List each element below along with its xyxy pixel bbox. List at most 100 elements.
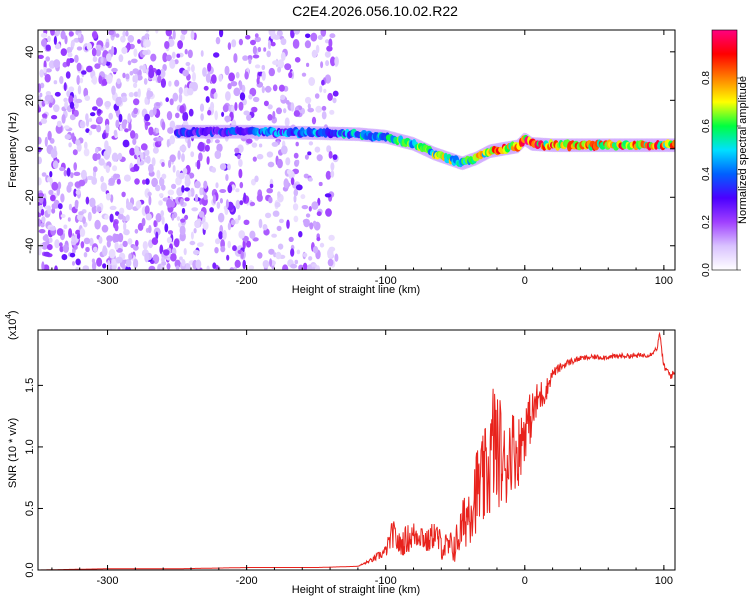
- spectrogram-noise-cell: [126, 202, 133, 211]
- spectrogram-noise-cell: [169, 154, 176, 163]
- spectrogram-noise-cell: [93, 166, 98, 173]
- spectrogram-noise-cell: [168, 159, 172, 169]
- spectrogram-noise-cell: [51, 181, 59, 191]
- spectrogram-noise-cell: [268, 196, 273, 204]
- spectrogram-noise-cell: [66, 46, 73, 54]
- spectrogram-noise-cell: [40, 32, 48, 38]
- spectrogram-noise-cell: [324, 51, 331, 58]
- spectrogram-noise-cell: [304, 96, 312, 104]
- spectrogram-noise-cell: [218, 212, 225, 223]
- spectrogram-noise-cell: [159, 176, 165, 187]
- spectrogram-noise-cell: [56, 30, 61, 36]
- spectrogram-noise-cell: [325, 208, 332, 217]
- spectrogram-noise-cell: [68, 31, 74, 37]
- spectrogram-noise-cell: [167, 127, 174, 134]
- spectrogram-noise-cell: [122, 30, 126, 37]
- spectrogram-noise-cell: [239, 200, 244, 206]
- spectrogram-noise-cell: [280, 145, 288, 155]
- spectrogram-noise-cell: [203, 180, 208, 189]
- spectrogram-noise-cell: [249, 201, 256, 207]
- spectrogram-noise-cell: [257, 46, 262, 53]
- y-tick-label: 40: [24, 46, 36, 58]
- spectrogram-noise-cell: [155, 127, 159, 134]
- spectrogram-noise-cell: [290, 248, 295, 257]
- spectrogram-noise-cell: [183, 248, 187, 256]
- spectrogram-noise-cell: [46, 244, 53, 251]
- spectrogram-noise-cell: [267, 114, 273, 121]
- spectrogram-noise-cell: [120, 35, 126, 43]
- spectrogram-noise-cell: [148, 195, 152, 206]
- spectrogram-noise-cell: [80, 121, 84, 126]
- spectrogram-noise-cell: [193, 228, 197, 234]
- spectrogram-noise-cell: [227, 240, 231, 249]
- spectrogram-noise-cell: [311, 49, 318, 59]
- colorbar-gradient: [712, 30, 737, 270]
- spectrogram-noise-cell: [239, 181, 244, 189]
- spectrogram-noise-cell: [137, 222, 144, 231]
- spectrogram-noise-cell: [180, 198, 184, 206]
- spectrogram-noise-cell: [78, 211, 84, 216]
- spectrogram-noise-cell: [258, 218, 263, 229]
- spectrogram-noise-cell: [186, 88, 194, 96]
- spectrogram-noise-cell: [57, 203, 63, 210]
- spectrogram-noise-cell: [94, 219, 101, 230]
- spectrogram-noise-cell: [328, 246, 336, 252]
- spectrogram-noise-cell: [285, 157, 291, 166]
- spectrogram-noise-cell: [294, 259, 299, 265]
- spectrogram-noise-cell: [64, 125, 70, 130]
- spectrogram-noise-cell: [180, 34, 186, 41]
- spectrogram-noise-cell: [246, 240, 251, 248]
- spectrogram-noise-cell: [174, 259, 181, 268]
- spectrogram-noise-cell: [161, 257, 165, 262]
- spectrogram-noise-cell: [172, 165, 176, 173]
- spectrogram-noise-cell: [134, 133, 139, 140]
- spectrogram-noise-cell: [82, 265, 90, 270]
- snr-panel: -300 -200 -100 0 100 0.0 0.5 1.0 1.5 Height of …: [4, 310, 676, 596]
- spectrogram-noise-cell: [246, 114, 252, 121]
- spectrogram-noise-cell: [162, 52, 168, 63]
- spectrogram-noise-cell: [207, 62, 212, 72]
- spectrogram-noise-cell: [248, 265, 255, 270]
- x-tick-label: -300: [97, 275, 119, 287]
- spectrogram-noise-cell: [84, 95, 91, 101]
- x-tick-label: -200: [236, 575, 258, 587]
- spectrogram-noise-cell: [304, 154, 309, 160]
- spectrogram-noise-cell: [109, 213, 114, 223]
- spectrogram-noise-cell: [277, 191, 281, 198]
- spectrogram-noise-cell: [134, 73, 138, 84]
- y-tick-label: 1.0: [24, 439, 36, 454]
- spectrogram-noise-cell: [235, 188, 240, 193]
- spectrogram-noise-cell: [115, 33, 120, 38]
- spectrogram-noise-cell: [169, 120, 176, 130]
- spectrogram-noise-cell: [63, 224, 68, 230]
- spectrogram-noise-cell: [47, 205, 51, 215]
- spectrogram-noise-cell: [60, 214, 66, 218]
- colorbar-tick-label: 0.4: [701, 167, 712, 181]
- spectrogram-noise-cell: [254, 64, 261, 69]
- spectrogram-noise-cell: [215, 182, 219, 189]
- spectrogram-noise-cell: [293, 188, 299, 197]
- spectrogram-noise-cell: [59, 166, 65, 172]
- spectrogram-noise-cell: [111, 265, 117, 270]
- spectrogram-noise-cell: [108, 248, 116, 259]
- spectrogram-noise-cell: [78, 179, 86, 187]
- spectrogram-noise-cell: [90, 124, 98, 130]
- spectrogram-noise-cell: [207, 109, 212, 116]
- spectrogram-noise-cell: [161, 173, 167, 180]
- spectrogram-noise-cell: [164, 223, 169, 233]
- spectrogram-noise-cell: [106, 240, 111, 248]
- spectrogram-noise-cell: [118, 54, 124, 63]
- spectrogram-noise-cell: [67, 52, 73, 58]
- spectrogram-noise-cell: [83, 237, 91, 245]
- spectrogram-noise-cell: [151, 177, 159, 188]
- spectrogram-noise-cell: [54, 239, 60, 249]
- spectrogram-noise-cell: [155, 213, 162, 223]
- spectrogram-noise-cell: [111, 45, 115, 56]
- figure-title: C2E4.2026.056.10.02.R22: [292, 3, 458, 19]
- spectrogram-noise-cell: [144, 39, 151, 48]
- spectrogram-noise-cell: [256, 77, 260, 85]
- spectrogram-noise-cell: [239, 80, 243, 91]
- spectrogram-noise-cell: [134, 228, 139, 234]
- spectrogram-noise-cell: [49, 226, 57, 231]
- spectrogram-noise-cell: [205, 73, 211, 83]
